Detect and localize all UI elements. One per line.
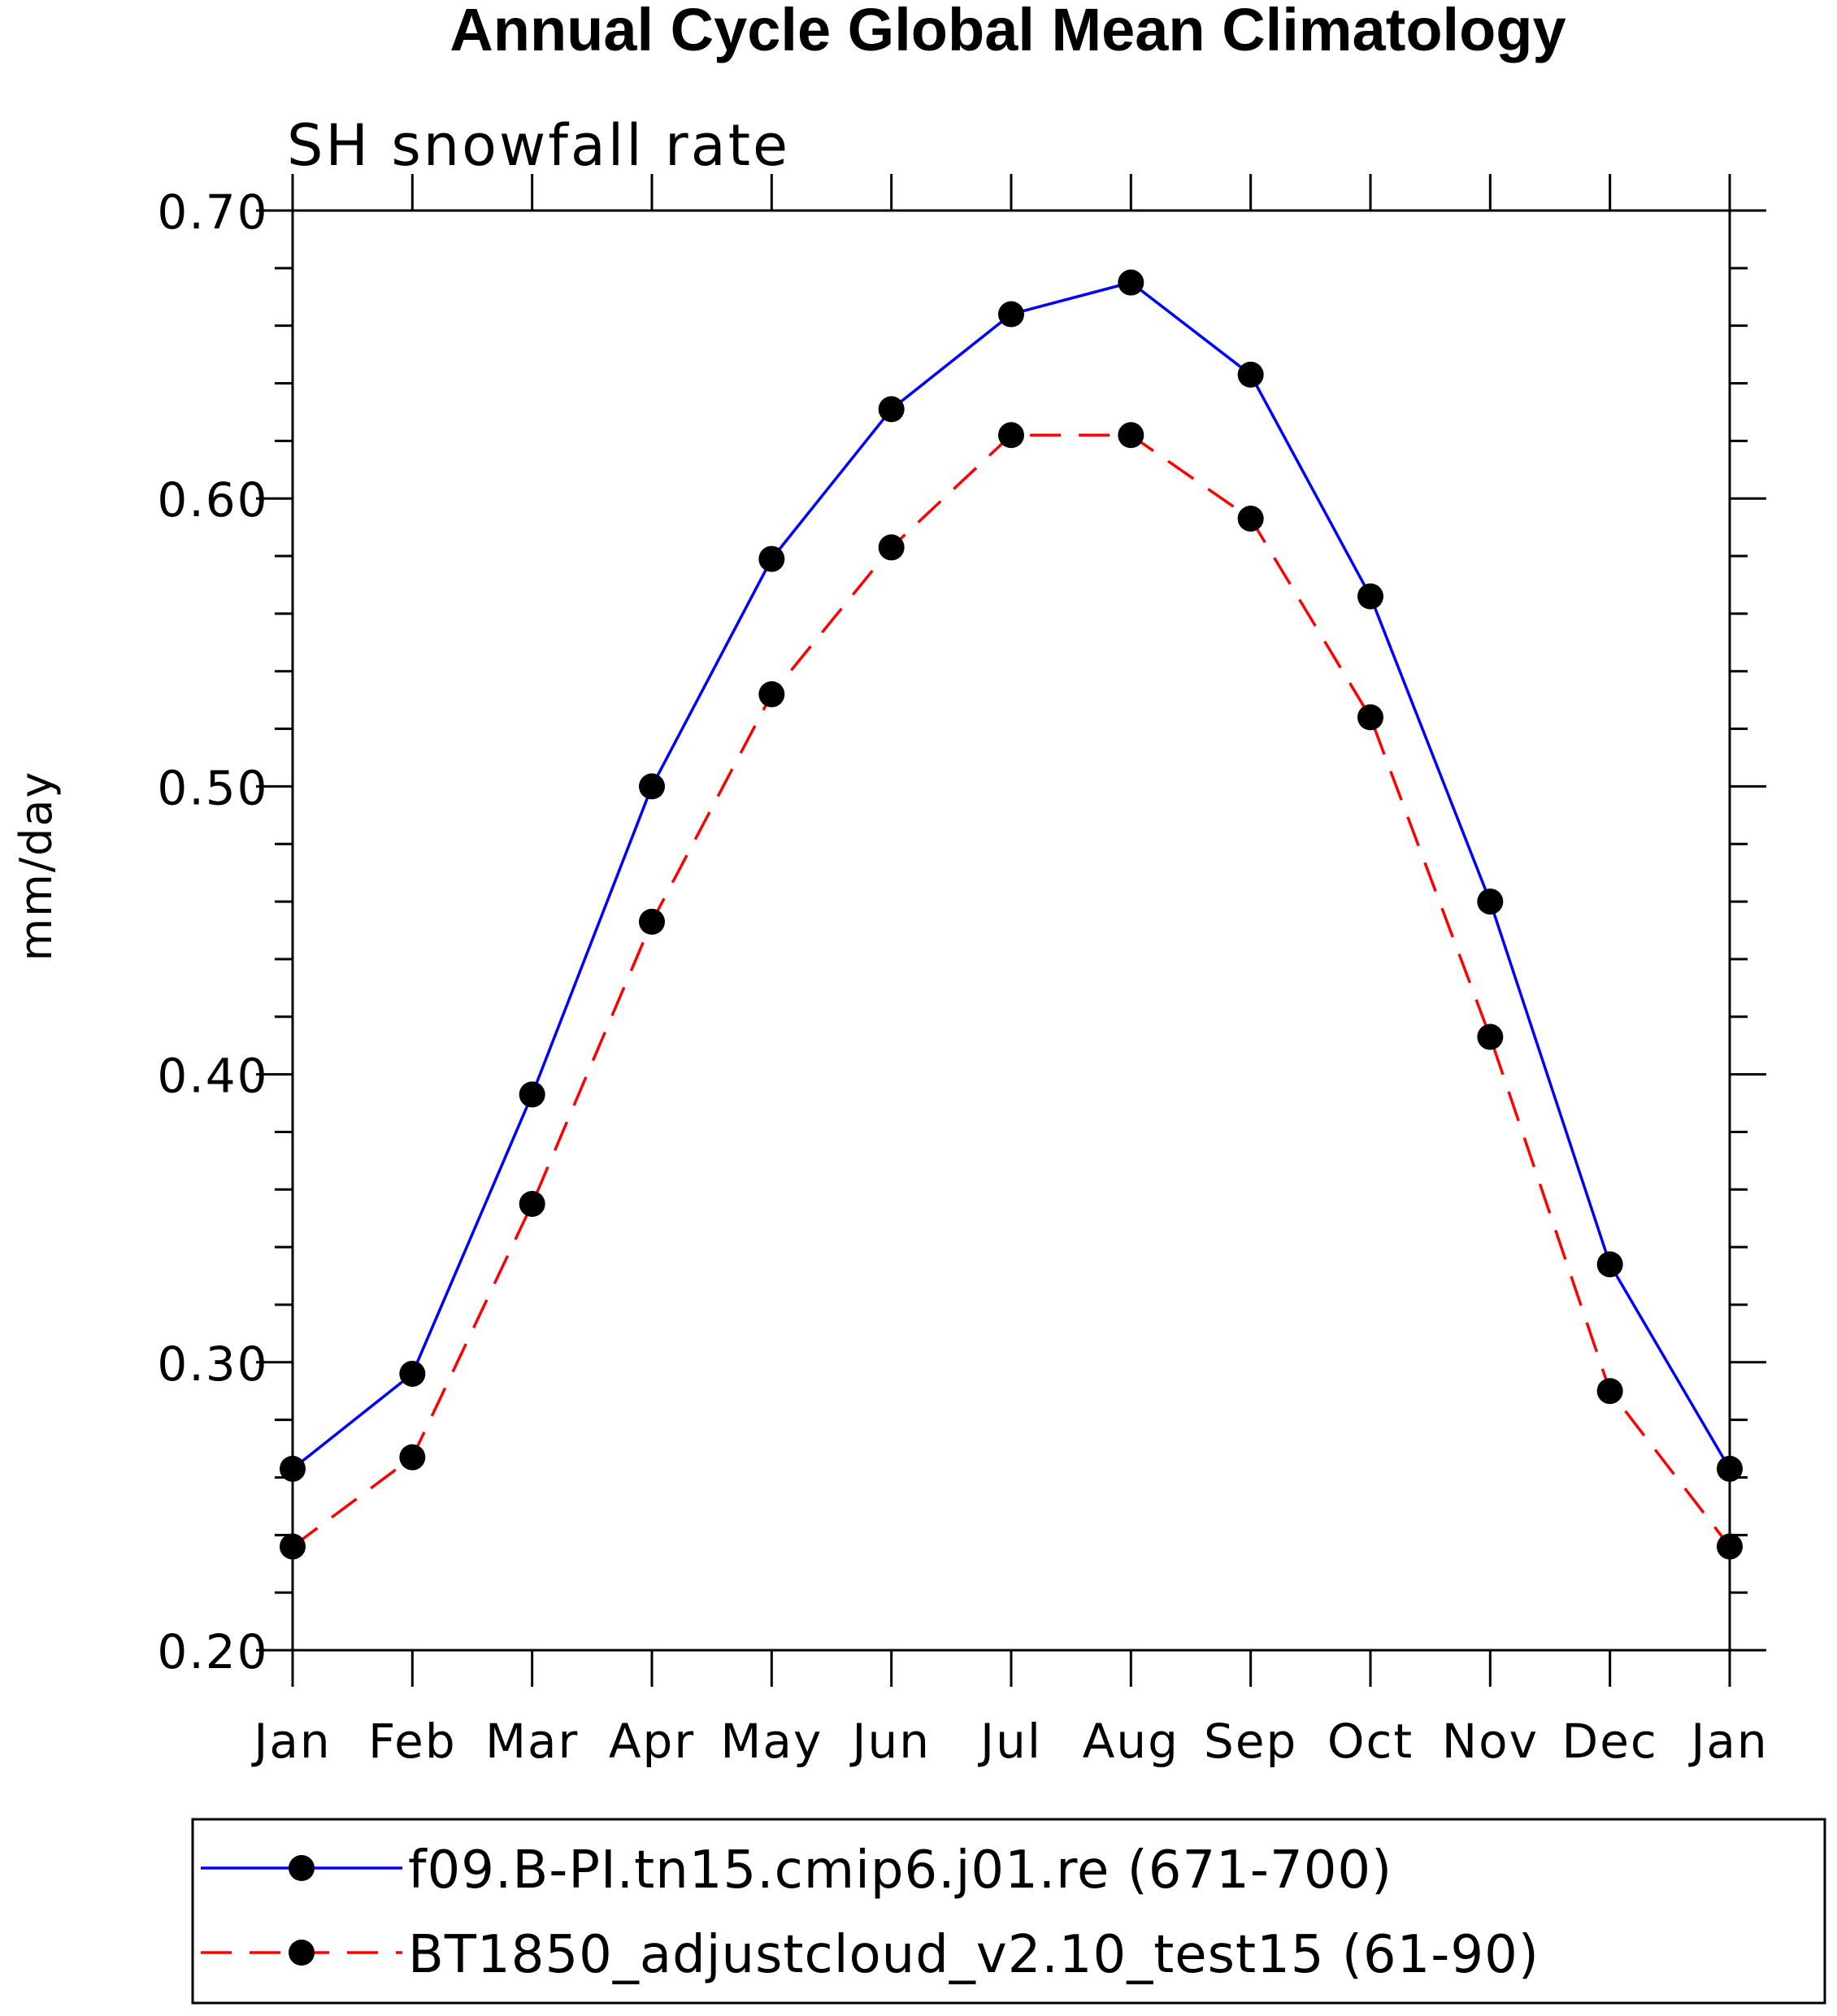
y-axis-label: mm/day <box>11 771 62 962</box>
data-point <box>998 422 1024 449</box>
data-point <box>1596 1251 1623 1278</box>
series-line <box>291 280 1731 1471</box>
chart-subtitle: SH snowfall rate <box>287 112 790 179</box>
data-point <box>1596 1378 1623 1405</box>
legend-marker <box>289 1940 315 1966</box>
x-tick-label: Dec <box>1562 1714 1658 1769</box>
x-tick-label: Jul <box>978 1714 1042 1769</box>
x-tick-label: Feb <box>368 1714 457 1769</box>
x-tick-label: Jan <box>1688 1714 1768 1769</box>
data-point <box>399 1444 426 1471</box>
y-tick-label: 0.40 <box>157 1049 268 1104</box>
y-tick-label: 0.70 <box>157 185 268 240</box>
data-point <box>280 1455 306 1482</box>
y-tick-label: 0.20 <box>157 1624 268 1679</box>
data-point <box>878 396 905 423</box>
x-tick-label: Jun <box>849 1714 931 1769</box>
series-1 <box>280 269 1743 1482</box>
x-tick-label: Nov <box>1442 1714 1539 1769</box>
legend-item: f09.B-PI.tn15.cmip6.j01.re (671-700) <box>201 1840 1392 1901</box>
axes: 0.20 0.30 0.40 0.50 0.60 0.70 Jan Feb Mar Apr May J… <box>157 174 1768 1769</box>
y-tick-label: 0.30 <box>157 1336 268 1392</box>
legend-label: BT1850_adjustcloud_v2.10_test15 (61-90) <box>408 1925 1540 1985</box>
x-tick-label: Jan <box>251 1714 331 1769</box>
data-point <box>1477 889 1504 915</box>
data-point <box>1477 1023 1504 1050</box>
legend: f09.B-PI.tn15.cmip6.j01.re (671-700) BT18… <box>191 1818 1826 2005</box>
chart-title: Annual Cycle Global Mean Climatology <box>449 0 1566 63</box>
data-point <box>1237 361 1264 388</box>
x-tick-label: Sep <box>1204 1714 1297 1769</box>
legend-item: BT1850_adjustcloud_v2.10_test15 (61-90) <box>201 1925 1540 1985</box>
data-point <box>639 773 665 800</box>
legend-box <box>191 1818 1826 2005</box>
x-tick-label: Mar <box>485 1714 579 1769</box>
data-point <box>1118 422 1144 449</box>
data-point <box>1237 505 1264 532</box>
x-tick-label: Aug <box>1083 1714 1179 1769</box>
y-tick-label: 0.50 <box>157 760 268 815</box>
legend-marker <box>289 1855 315 1881</box>
series-line <box>291 433 1731 1548</box>
data-point <box>1357 704 1383 731</box>
x-tick-label: Apr <box>609 1714 695 1769</box>
series-layer <box>280 269 1743 1560</box>
legend-label: f09.B-PI.tn15.cmip6.j01.re (671-700) <box>408 1840 1392 1901</box>
data-point <box>519 1081 545 1108</box>
data-point <box>878 534 905 561</box>
data-point <box>280 1533 306 1560</box>
data-point <box>758 545 785 572</box>
data-point <box>519 1190 545 1217</box>
data-point <box>1717 1533 1743 1560</box>
y-tick-label: 0.60 <box>157 472 268 528</box>
x-tick-label: Oct <box>1327 1714 1414 1769</box>
series-2 <box>280 422 1743 1560</box>
data-point <box>758 681 785 708</box>
data-point <box>1717 1455 1743 1482</box>
data-point <box>639 908 665 935</box>
data-point <box>998 301 1024 328</box>
x-tick-label: May <box>720 1714 823 1769</box>
data-point <box>1118 269 1144 296</box>
data-point <box>399 1360 426 1387</box>
data-point <box>1357 583 1383 610</box>
